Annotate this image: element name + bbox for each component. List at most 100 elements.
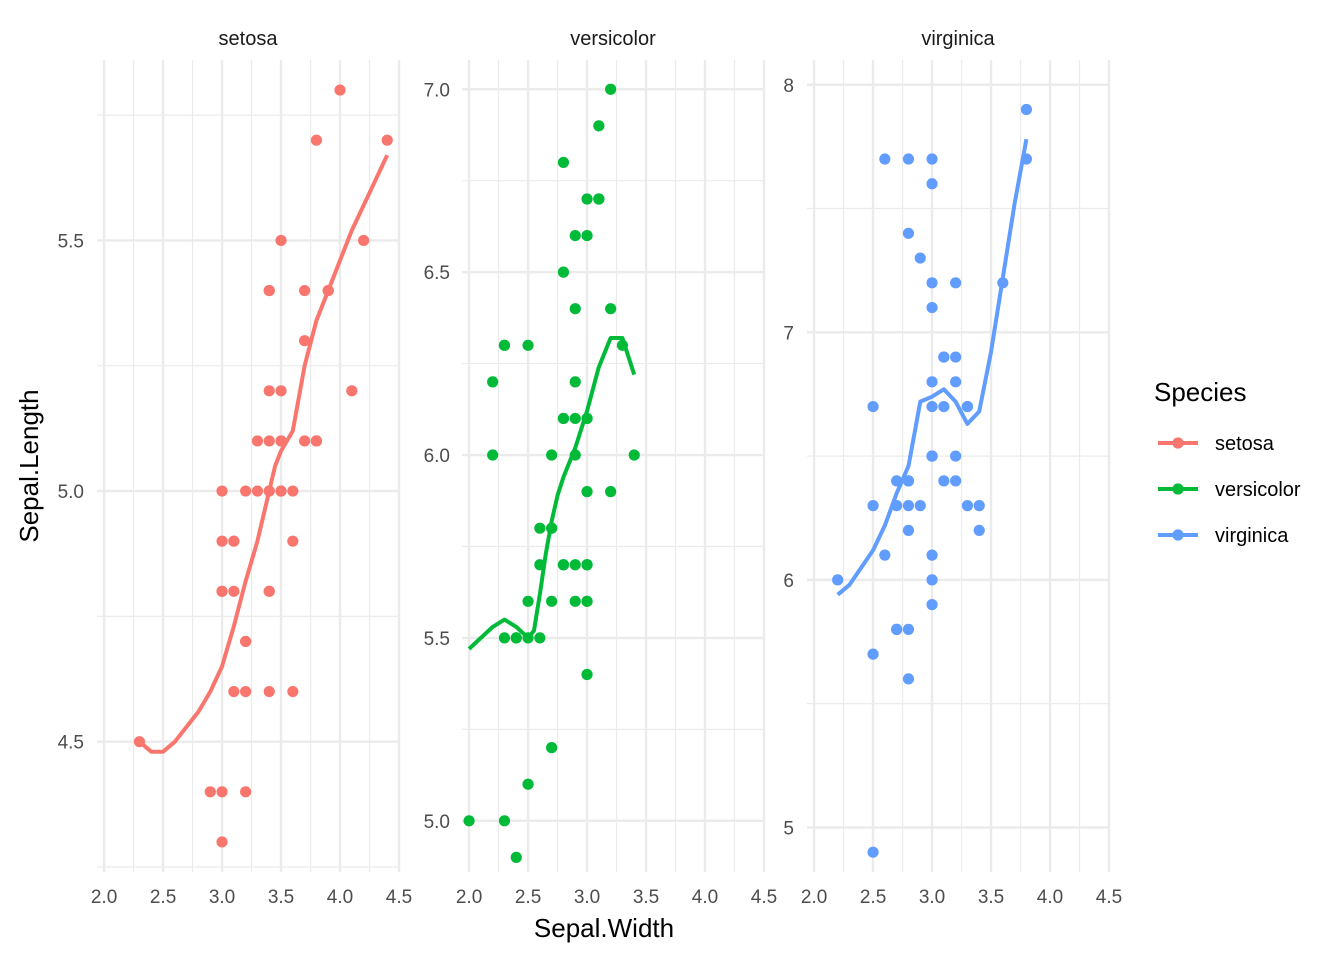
data-point [557, 559, 570, 571]
data-point [334, 84, 346, 96]
data-point [487, 376, 499, 388]
data-point [926, 178, 938, 190]
data-point [926, 400, 938, 413]
data-point [961, 400, 974, 413]
data-point [569, 559, 581, 571]
data-point [581, 193, 593, 205]
data-point [557, 266, 570, 278]
data-point [216, 535, 228, 547]
data-point [275, 485, 287, 497]
x-tick-label: 2.5 [150, 887, 176, 908]
data-point [263, 385, 275, 397]
x-tick-label: 4.0 [327, 887, 353, 908]
data-point [581, 229, 593, 242]
data-point [216, 786, 228, 798]
data-point [498, 632, 511, 644]
data-point [546, 742, 558, 754]
data-point [263, 585, 275, 597]
data-point [581, 668, 593, 681]
data-point [938, 475, 950, 487]
data-point [569, 595, 581, 607]
data-point [287, 535, 299, 547]
data-point [522, 595, 534, 607]
data-point [569, 229, 581, 242]
data-point [1020, 103, 1033, 116]
x-tick-label: 2.5 [860, 887, 886, 908]
data-point [926, 376, 938, 388]
data-point [358, 234, 370, 247]
data-point [867, 400, 879, 413]
y-tick-label: 5.0 [58, 482, 84, 503]
data-point [902, 153, 915, 165]
data-point [498, 815, 511, 827]
data-point [961, 500, 974, 512]
data-point [926, 277, 938, 289]
data-point [228, 585, 240, 597]
x-tick-label: 4.0 [692, 887, 718, 908]
data-point [263, 435, 275, 447]
data-point [902, 475, 915, 487]
x-tick-label: 2.0 [801, 887, 827, 908]
legend-label: versicolor [1215, 479, 1301, 501]
x-tick-label: 3.5 [268, 887, 294, 908]
facet-strip-label: setosa [219, 28, 279, 50]
data-point [867, 648, 879, 660]
data-point [557, 156, 570, 169]
legend-title: Species [1154, 377, 1247, 407]
x-tick-label: 3.0 [919, 887, 945, 908]
data-point [204, 786, 216, 798]
data-point [522, 339, 534, 351]
data-point [973, 524, 985, 536]
data-point [287, 685, 299, 698]
y-tick-label: 8 [783, 76, 794, 97]
data-point [891, 623, 903, 635]
data-point [926, 574, 938, 586]
data-point [593, 193, 605, 205]
data-point [498, 339, 511, 351]
data-point [950, 475, 962, 487]
x-axis-title: Sepal.Width [534, 913, 674, 943]
x-tick-label: 4.5 [1096, 887, 1122, 908]
y-tick-label: 6.5 [424, 263, 450, 284]
x-tick-label: 3.5 [978, 887, 1004, 908]
data-point [938, 351, 950, 363]
data-point [216, 585, 228, 597]
data-point [938, 400, 950, 413]
x-tick-label: 2.0 [91, 887, 117, 908]
data-point [263, 685, 275, 698]
data-point [926, 450, 938, 462]
facet-strip-label: virginica [921, 28, 995, 50]
data-point [546, 595, 558, 607]
facet-strip-label: versicolor [570, 28, 656, 50]
data-point [299, 335, 311, 347]
legend-label: virginica [1215, 525, 1289, 547]
data-point [950, 450, 962, 462]
data-point [914, 252, 926, 264]
data-point [228, 535, 240, 547]
data-point [950, 351, 962, 363]
x-tick-label: 4.5 [751, 887, 777, 908]
data-point [950, 376, 962, 388]
data-point [867, 500, 879, 512]
y-tick-label: 7 [783, 323, 794, 344]
data-point [902, 227, 915, 239]
data-point [216, 485, 228, 497]
data-point [299, 284, 311, 297]
data-point [879, 549, 891, 561]
data-point [593, 120, 605, 132]
data-point [216, 836, 228, 848]
data-point [902, 500, 915, 512]
y-tick-label: 5.5 [58, 231, 84, 252]
x-tick-label: 2.5 [515, 887, 541, 908]
data-point [522, 778, 534, 790]
data-point [557, 412, 570, 425]
data-point [310, 134, 323, 146]
y-tick-label: 5.0 [424, 812, 450, 833]
data-point [240, 485, 252, 497]
y-tick-label: 6 [783, 571, 794, 592]
data-point [240, 786, 252, 798]
x-tick-label: 2.0 [456, 887, 482, 908]
x-tick-label: 3.0 [209, 887, 235, 908]
y-tick-label: 5.5 [424, 629, 450, 650]
y-tick-label: 7.0 [424, 80, 450, 101]
